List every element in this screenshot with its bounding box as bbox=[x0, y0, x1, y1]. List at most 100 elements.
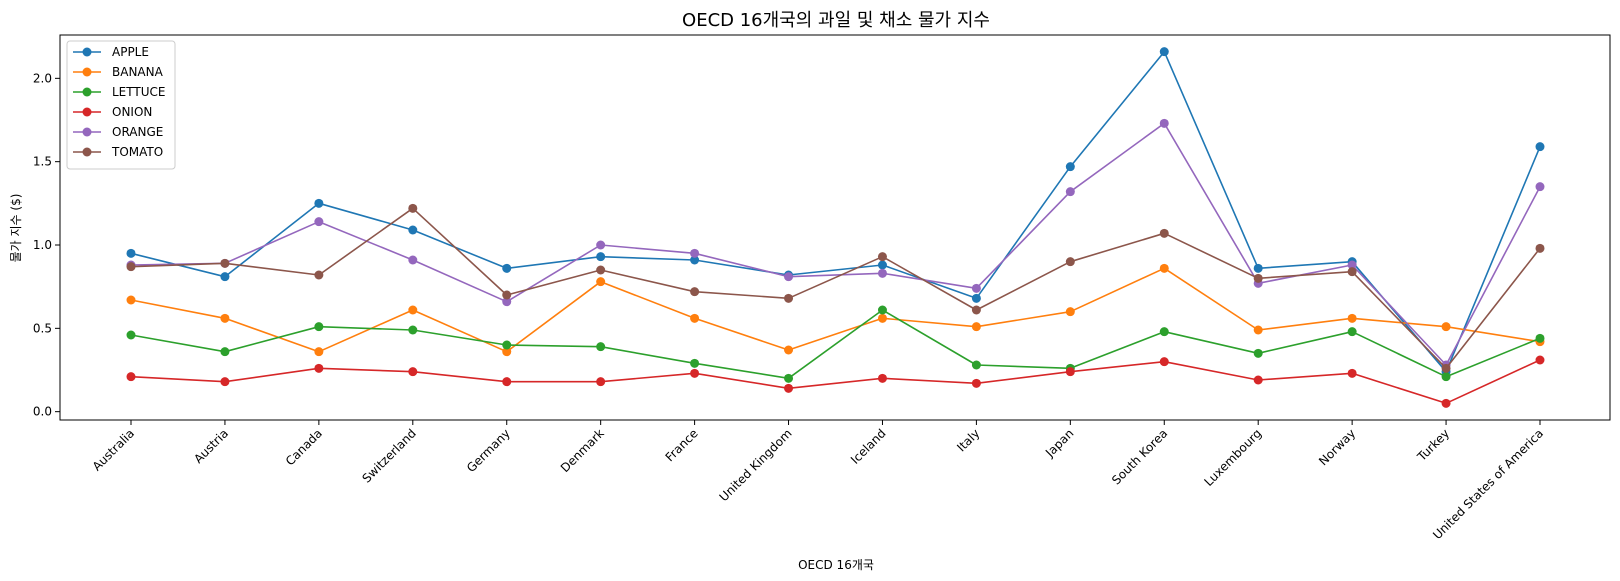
data-point bbox=[878, 252, 887, 261]
data-point bbox=[1066, 367, 1075, 376]
data-point bbox=[220, 377, 229, 386]
data-point bbox=[314, 199, 323, 208]
data-point bbox=[1254, 376, 1263, 385]
data-point bbox=[127, 296, 136, 305]
data-point bbox=[1160, 264, 1169, 273]
data-point bbox=[1536, 356, 1545, 365]
legend-marker bbox=[83, 48, 92, 57]
data-point bbox=[408, 204, 417, 213]
data-point bbox=[408, 226, 417, 235]
data-point bbox=[878, 261, 887, 270]
legend-label: LETTUCE bbox=[112, 85, 165, 99]
y-tick-label: 1.0 bbox=[33, 238, 52, 252]
legend-label: ONION bbox=[112, 105, 152, 119]
data-point bbox=[878, 306, 887, 315]
data-point bbox=[220, 314, 229, 323]
data-point bbox=[1536, 244, 1545, 253]
data-point bbox=[1066, 257, 1075, 266]
data-point bbox=[1442, 372, 1451, 381]
data-point bbox=[1442, 322, 1451, 331]
data-point bbox=[408, 326, 417, 335]
data-point bbox=[1254, 274, 1263, 283]
data-point bbox=[878, 314, 887, 323]
data-point bbox=[1348, 267, 1357, 276]
data-point bbox=[596, 277, 605, 286]
data-point bbox=[1160, 47, 1169, 56]
legend-marker bbox=[83, 128, 92, 137]
data-point bbox=[314, 322, 323, 331]
data-point bbox=[1066, 307, 1075, 316]
data-point bbox=[972, 306, 981, 315]
chart-title: OECD 16개국의 과일 및 채소 물가 지수 bbox=[682, 10, 990, 31]
data-point bbox=[1254, 349, 1263, 358]
legend-marker bbox=[83, 148, 92, 157]
data-point bbox=[690, 369, 699, 378]
data-point bbox=[127, 331, 136, 340]
data-point bbox=[596, 266, 605, 275]
data-point bbox=[1160, 327, 1169, 336]
data-point bbox=[1160, 357, 1169, 366]
data-point bbox=[220, 259, 229, 268]
data-point bbox=[972, 361, 981, 370]
data-point bbox=[784, 294, 793, 303]
legend: APPLE BANANA LETTUCE ONION ORANGE TOMATO bbox=[67, 41, 175, 169]
data-point bbox=[784, 272, 793, 281]
data-point bbox=[1348, 327, 1357, 336]
data-point bbox=[596, 241, 605, 250]
data-point bbox=[1536, 334, 1545, 343]
legend-label: ORANGE bbox=[112, 125, 163, 139]
data-point bbox=[502, 341, 511, 350]
data-point bbox=[690, 287, 699, 296]
legend-marker bbox=[83, 88, 92, 97]
data-point bbox=[972, 284, 981, 293]
data-point bbox=[878, 269, 887, 278]
legend-label: APPLE bbox=[112, 45, 149, 59]
y-tick-label: 2.0 bbox=[33, 71, 52, 85]
legend-marker bbox=[83, 108, 92, 117]
data-point bbox=[408, 256, 417, 265]
data-point bbox=[1066, 162, 1075, 171]
y-axis-label: 물가 지수 ($) bbox=[9, 194, 23, 263]
data-point bbox=[220, 347, 229, 356]
y-tick-label: 0.5 bbox=[33, 321, 52, 335]
data-point bbox=[1348, 314, 1357, 323]
data-point bbox=[1160, 229, 1169, 238]
legend-label: BANANA bbox=[112, 65, 164, 79]
data-point bbox=[1536, 142, 1545, 151]
data-point bbox=[220, 272, 229, 281]
y-tick-label: 1.5 bbox=[33, 155, 52, 169]
data-point bbox=[972, 322, 981, 331]
data-point bbox=[127, 249, 136, 258]
data-point bbox=[127, 262, 136, 271]
data-point bbox=[1254, 264, 1263, 273]
data-point bbox=[502, 264, 511, 273]
data-point bbox=[596, 377, 605, 386]
data-point bbox=[690, 359, 699, 368]
data-point bbox=[596, 342, 605, 351]
data-point bbox=[408, 367, 417, 376]
legend-label: TOMATO bbox=[111, 145, 163, 159]
data-point bbox=[784, 374, 793, 383]
data-point bbox=[314, 217, 323, 226]
data-point bbox=[972, 294, 981, 303]
data-point bbox=[878, 374, 887, 383]
legend-marker bbox=[83, 68, 92, 77]
data-point bbox=[690, 314, 699, 323]
data-point bbox=[690, 249, 699, 258]
data-point bbox=[314, 347, 323, 356]
data-point bbox=[1348, 369, 1357, 378]
data-point bbox=[314, 364, 323, 373]
data-point bbox=[972, 379, 981, 388]
data-point bbox=[1536, 182, 1545, 191]
data-point bbox=[502, 291, 511, 300]
data-point bbox=[408, 306, 417, 315]
data-point bbox=[127, 372, 136, 381]
data-point bbox=[314, 271, 323, 280]
data-point bbox=[784, 384, 793, 393]
data-point bbox=[784, 346, 793, 355]
y-tick-label: 0.0 bbox=[33, 405, 52, 419]
x-axis-label: OECD 16개국 bbox=[798, 558, 874, 572]
data-point bbox=[502, 377, 511, 386]
data-point bbox=[1442, 364, 1451, 373]
